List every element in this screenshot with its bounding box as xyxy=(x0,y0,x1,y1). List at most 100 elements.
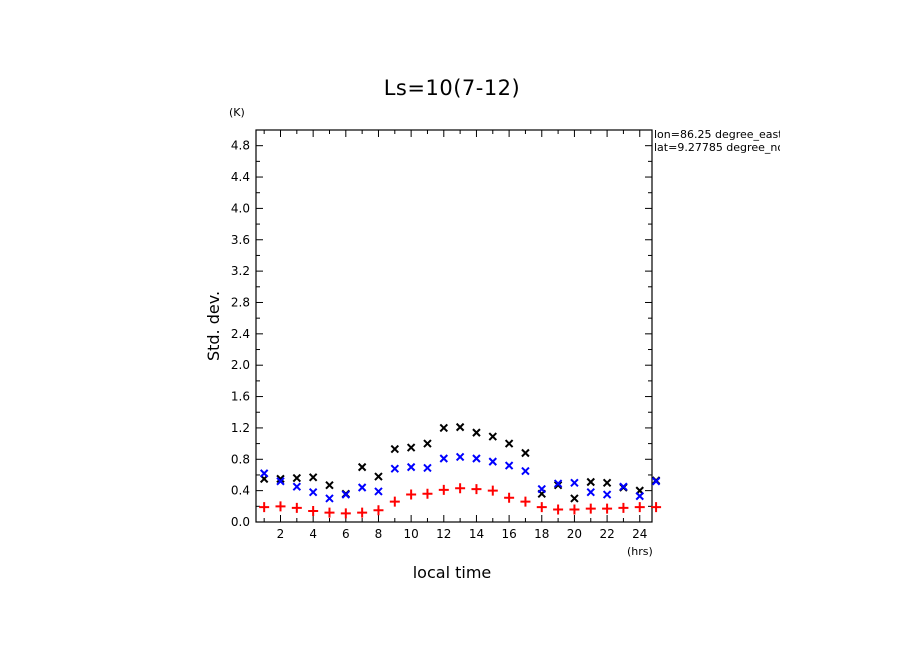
data-point-marker xyxy=(472,428,481,437)
data-point-marker xyxy=(357,462,367,472)
data-point-marker xyxy=(276,474,285,484)
x-tick-label: 20 xyxy=(567,527,582,541)
data-point-marker xyxy=(586,477,595,487)
data-point-marker xyxy=(651,502,662,513)
data-point-marker xyxy=(585,503,596,514)
data-point-marker xyxy=(618,502,629,513)
x-tick-label: 8 xyxy=(375,527,383,541)
data-point-marker xyxy=(602,478,612,488)
x-tick-label: 24 xyxy=(632,527,647,541)
x-axis-label: local time xyxy=(413,563,492,582)
x-tick-label: 22 xyxy=(599,527,614,541)
data-point-marker xyxy=(374,472,383,481)
data-point-marker xyxy=(340,508,351,519)
data-point-marker xyxy=(423,463,432,473)
data-point-marker xyxy=(406,462,416,472)
data-point-marker xyxy=(487,485,498,496)
y-tick-label: 0.0 xyxy=(231,515,250,529)
data-point-marker xyxy=(504,492,515,503)
x-tick-label: 16 xyxy=(501,527,516,541)
data-point-marker xyxy=(488,457,497,466)
y-tick-label: 1.6 xyxy=(231,390,250,404)
data-marks xyxy=(259,422,662,519)
data-point-marker xyxy=(602,490,612,499)
data-point-marker xyxy=(634,502,645,513)
data-point-marker xyxy=(308,506,319,517)
data-point-marker xyxy=(276,477,285,486)
x-tick-label: 10 xyxy=(403,527,418,541)
data-point-marker xyxy=(504,439,514,448)
data-point-marker xyxy=(439,454,449,463)
data-point-marker xyxy=(504,461,514,470)
x-tick-label: 4 xyxy=(309,527,317,541)
data-point-marker xyxy=(520,496,531,507)
data-point-marker xyxy=(471,484,482,495)
y-tick-label: 1.2 xyxy=(231,421,250,435)
data-point-marker xyxy=(553,479,563,488)
data-point-marker xyxy=(438,484,449,495)
tick-marks xyxy=(256,130,652,523)
y-tick-label: 0.8 xyxy=(231,452,250,466)
data-point-marker xyxy=(292,482,302,491)
data-point-marker xyxy=(390,444,400,454)
y-unit-label: (K) xyxy=(229,106,245,119)
data-point-marker xyxy=(291,502,302,513)
data-point-marker xyxy=(357,483,367,492)
data-point-marker xyxy=(553,504,564,515)
data-point-marker xyxy=(308,473,318,482)
data-point-marker xyxy=(390,464,400,473)
data-point-marker xyxy=(521,466,530,476)
data-point-marker xyxy=(406,489,417,500)
data-point-marker xyxy=(325,494,334,503)
data-point-marker xyxy=(422,488,433,499)
data-point-marker xyxy=(406,443,416,452)
longitude-info: lon=86.25 degree_east xyxy=(654,128,780,141)
data-point-marker xyxy=(553,480,563,490)
location-info: lon=86.25 degree_east lat=9.27785 degree… xyxy=(654,128,780,154)
data-point-marker xyxy=(324,507,335,518)
y-tick-label: 2.8 xyxy=(231,295,250,309)
data-point-marker xyxy=(308,488,318,497)
data-point-marker xyxy=(259,469,269,478)
data-point-marker xyxy=(341,490,351,499)
data-point-marker xyxy=(635,491,644,501)
y-tick-label: 2.0 xyxy=(231,358,250,372)
data-point-marker xyxy=(570,478,579,488)
series-2 xyxy=(259,483,662,519)
series-1 xyxy=(259,452,661,503)
y-tick-label: 4.8 xyxy=(231,139,250,153)
x-tick-label: 14 xyxy=(469,527,484,541)
data-point-marker xyxy=(472,454,481,463)
x-tick-label: 18 xyxy=(534,527,549,541)
x-tick-label: 6 xyxy=(342,527,350,541)
data-point-marker xyxy=(455,483,466,494)
data-point-marker xyxy=(259,502,270,513)
data-point-marker xyxy=(455,422,465,432)
x-tick-label: 12 xyxy=(436,527,451,541)
data-point-marker xyxy=(275,501,286,512)
y-tick-label: 3.6 xyxy=(231,233,250,247)
data-point-marker xyxy=(651,477,661,486)
data-point-marker xyxy=(570,494,579,503)
data-point-marker xyxy=(373,505,384,516)
y-tick-label: 4.4 xyxy=(231,170,250,184)
data-point-marker xyxy=(389,496,400,507)
data-point-marker xyxy=(521,448,530,458)
chart-title: Ls=10(7-12) xyxy=(383,76,521,100)
y-tick-label: 2.4 xyxy=(231,327,250,341)
plot-axes xyxy=(255,129,653,523)
data-point-marker xyxy=(439,423,449,433)
data-point-marker xyxy=(455,452,465,462)
data-point-marker xyxy=(586,488,595,497)
data-point-marker xyxy=(325,480,334,490)
data-point-marker xyxy=(569,504,580,515)
data-point-marker xyxy=(537,484,546,494)
data-point-marker xyxy=(292,473,302,483)
y-tick-label: 4.0 xyxy=(231,201,250,215)
data-point-marker xyxy=(374,487,383,496)
data-point-marker xyxy=(602,503,613,514)
tick-labels: 0.0 0.4 0.8 1.2 1.6 2.0 2.4 2.8 3.2 3.6 4.0 4.4 4.8 2… xyxy=(231,139,647,541)
data-point-marker xyxy=(619,482,628,491)
latitude-info: lat=9.27785 degree_north xyxy=(654,141,780,154)
